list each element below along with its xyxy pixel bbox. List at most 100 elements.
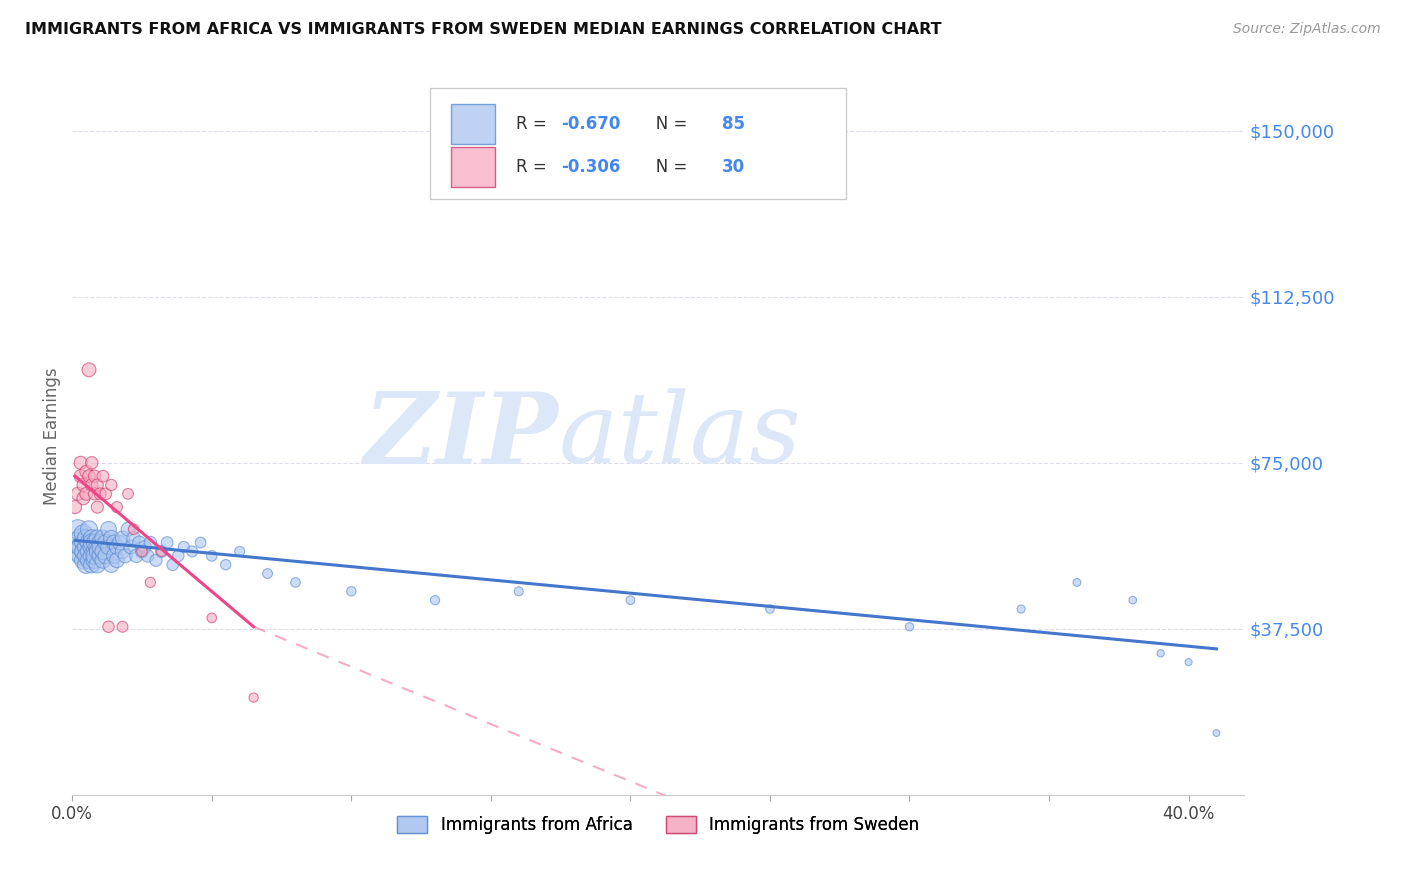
- Point: [97, 522, 120, 536]
- Text: ZIP: ZIP: [364, 388, 558, 484]
- Bar: [451, 104, 495, 144]
- Point: [86, 500, 108, 515]
- Text: atlas: atlas: [558, 389, 801, 483]
- Point: [97, 620, 120, 634]
- Point: [94, 549, 117, 563]
- Text: -0.670: -0.670: [561, 115, 620, 133]
- Point: [75, 465, 97, 479]
- Point: [139, 575, 162, 590]
- Point: [89, 549, 111, 563]
- Point: [1177, 655, 1199, 669]
- Point: [173, 540, 195, 554]
- Point: [72, 526, 94, 541]
- Point: [162, 558, 184, 572]
- Y-axis label: Median Earnings: Median Earnings: [44, 368, 60, 505]
- Point: [83, 535, 105, 549]
- Point: [86, 540, 108, 554]
- Point: [117, 487, 139, 501]
- Point: [75, 540, 97, 554]
- Point: [131, 544, 153, 558]
- Point: [72, 478, 94, 492]
- Point: [105, 540, 128, 554]
- Legend: Immigrants from Africa, Immigrants from Sweden: Immigrants from Africa, Immigrants from …: [391, 809, 927, 840]
- Point: [80, 549, 103, 563]
- Text: R =: R =: [516, 115, 553, 133]
- Point: [86, 478, 108, 492]
- Point: [108, 535, 131, 549]
- Point: [100, 531, 122, 545]
- Point: [63, 535, 86, 549]
- Bar: [451, 147, 495, 187]
- Text: Source: ZipAtlas.com: Source: ZipAtlas.com: [1233, 22, 1381, 37]
- Point: [150, 544, 173, 558]
- Point: [75, 549, 97, 563]
- Point: [340, 584, 363, 599]
- Point: [83, 553, 105, 567]
- Point: [86, 531, 108, 545]
- Point: [72, 553, 94, 567]
- Point: [63, 500, 86, 515]
- Point: [145, 553, 167, 567]
- Text: N =: N =: [640, 158, 692, 176]
- Point: [77, 522, 100, 536]
- Point: [89, 540, 111, 554]
- Point: [83, 544, 105, 558]
- Point: [105, 500, 128, 515]
- Point: [77, 544, 100, 558]
- Point: [69, 469, 91, 483]
- Point: [72, 544, 94, 558]
- Point: [242, 690, 264, 705]
- Point: [80, 478, 103, 492]
- Point: [120, 540, 142, 554]
- Point: [1205, 726, 1227, 740]
- Point: [69, 540, 91, 554]
- Point: [114, 549, 136, 563]
- Point: [228, 544, 250, 558]
- Point: [190, 535, 212, 549]
- Point: [80, 456, 103, 470]
- Point: [91, 544, 114, 558]
- Point: [136, 549, 159, 563]
- Point: [91, 469, 114, 483]
- Point: [181, 544, 204, 558]
- Point: [97, 540, 120, 554]
- Point: [77, 553, 100, 567]
- Point: [77, 363, 100, 377]
- Point: [898, 620, 921, 634]
- Point: [80, 531, 103, 545]
- Point: [77, 469, 100, 483]
- Point: [1122, 593, 1144, 607]
- Point: [89, 535, 111, 549]
- Point: [80, 535, 103, 549]
- Point: [122, 531, 145, 545]
- Point: [66, 487, 89, 501]
- Text: 30: 30: [721, 158, 745, 176]
- Point: [83, 469, 105, 483]
- Text: N =: N =: [640, 115, 692, 133]
- Point: [69, 549, 91, 563]
- Point: [72, 491, 94, 506]
- Point: [122, 522, 145, 536]
- Point: [284, 575, 307, 590]
- Text: 85: 85: [721, 115, 745, 133]
- Point: [89, 487, 111, 501]
- Text: R =: R =: [516, 158, 553, 176]
- Point: [94, 535, 117, 549]
- Point: [83, 549, 105, 563]
- Point: [423, 593, 446, 607]
- Point: [69, 531, 91, 545]
- Point: [215, 558, 238, 572]
- Point: [66, 522, 89, 536]
- Point: [91, 553, 114, 567]
- Point: [201, 549, 224, 563]
- Text: -0.306: -0.306: [561, 158, 620, 176]
- Point: [150, 544, 173, 558]
- Point: [103, 549, 125, 563]
- Point: [139, 535, 162, 549]
- Point: [94, 487, 117, 501]
- Point: [256, 566, 278, 581]
- Point: [91, 531, 114, 545]
- Point: [759, 602, 782, 616]
- Point: [83, 487, 105, 501]
- Point: [75, 558, 97, 572]
